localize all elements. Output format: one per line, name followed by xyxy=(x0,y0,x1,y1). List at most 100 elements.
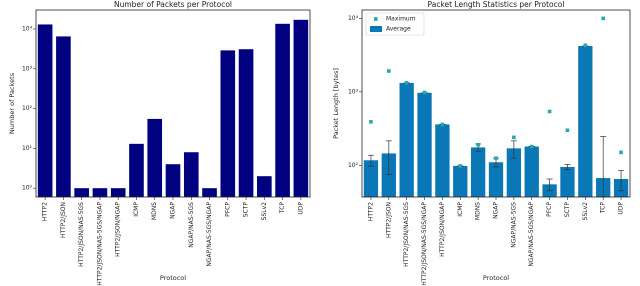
legend-label: Average xyxy=(386,26,411,33)
legend-swatch xyxy=(370,26,382,32)
max-marker xyxy=(422,90,427,95)
max-marker xyxy=(387,69,391,73)
bar xyxy=(506,148,522,197)
bar xyxy=(92,188,108,197)
plot-frame xyxy=(35,9,311,198)
x-tick-label: NGAP/NAS-5GS/NGAP xyxy=(528,202,535,267)
y-tick-label: 10³ xyxy=(348,88,359,95)
x-tick-label: MDNS xyxy=(151,202,158,220)
y-axis-label: Number of Packets xyxy=(8,72,16,134)
max-marker xyxy=(547,109,552,114)
error-bar xyxy=(385,140,392,175)
chart-panel: Number of Packets per Protocol Protocol Nu… xyxy=(8,0,311,286)
x-tick-label: TCP xyxy=(600,202,607,215)
x-axis-label: Protocol xyxy=(483,274,509,282)
bar xyxy=(183,152,199,197)
x-tick-label: HTTP2/JSON xyxy=(385,202,392,238)
x-tick-label: ICMP xyxy=(457,202,464,217)
x-tick-label: UDP xyxy=(618,202,625,215)
error-bar xyxy=(510,140,517,159)
y-tick-label: 10² xyxy=(22,105,33,112)
error-bar xyxy=(546,178,553,192)
x-tick-label: UDP xyxy=(297,202,304,215)
bar xyxy=(399,82,414,197)
x-tick-label: MDNS xyxy=(475,202,482,220)
error-bar xyxy=(564,163,571,171)
max-marker xyxy=(404,80,409,85)
x-tick-label: SSLv2 xyxy=(261,202,268,221)
x-tick-label: HTTP2/JSON/NAS-5GS xyxy=(403,202,410,267)
x-tick-label: HTTP2/JSON/NGAP xyxy=(439,202,446,257)
x-tick-label: HTTP2 xyxy=(42,202,49,221)
x-tick-label: SSLv2 xyxy=(582,202,589,221)
bar xyxy=(202,188,217,197)
x-axis-label: Protocol xyxy=(160,274,186,282)
bar xyxy=(56,36,71,198)
bar xyxy=(453,165,468,197)
bar xyxy=(417,92,432,197)
bar xyxy=(220,50,236,197)
y-tick-label: 10³ xyxy=(22,65,33,72)
x-tick-label: PFCP xyxy=(546,202,553,217)
y-tick-label: 10² xyxy=(348,162,359,169)
chart-panel: Packet Length Statistics per Protocol Pro… xyxy=(332,0,631,286)
y-tick-label: 10⁴ xyxy=(348,15,359,22)
bar xyxy=(560,166,575,197)
max-marker xyxy=(476,143,480,147)
max-marker xyxy=(440,122,445,127)
max-marker xyxy=(494,156,498,160)
bar xyxy=(37,24,53,198)
y-tick-label: 10¹ xyxy=(22,145,33,152)
bar xyxy=(110,188,126,197)
bar xyxy=(524,146,539,197)
x-tick-label: SCTP xyxy=(564,202,571,218)
max-marker xyxy=(529,144,534,149)
x-tick-label: NGAP/NAS-5GS/NGAP xyxy=(206,202,213,267)
y-axis-label: Packet Length [bytes] xyxy=(332,68,340,139)
max-marker xyxy=(619,150,623,155)
max-marker xyxy=(565,128,570,133)
legend-swatch xyxy=(374,17,378,21)
error-bar xyxy=(367,154,374,167)
x-tick-label: ICMP xyxy=(133,202,140,217)
y-tick-label: 10⁰ xyxy=(22,185,33,192)
x-tick-label: HTTP2/JSON/NAS-5GS/NGAP xyxy=(421,202,428,286)
bar xyxy=(129,143,144,197)
x-tick-label: HTTP2/JSON xyxy=(60,202,67,238)
bar xyxy=(275,23,290,198)
bar xyxy=(165,164,181,197)
x-tick-label: HTTP2/JSON/NAS-5GS xyxy=(78,202,85,267)
max-marker xyxy=(601,16,605,21)
max-marker xyxy=(458,164,463,168)
x-tick-label: HTTP2 xyxy=(367,202,374,221)
error-bar xyxy=(618,170,625,192)
plot-frame xyxy=(361,9,631,198)
x-tick-label: HTTP2/JSON/NAS-5GS/NGAP xyxy=(96,202,103,286)
bar xyxy=(238,49,254,197)
x-tick-label: SCTP xyxy=(243,202,250,218)
x-tick-label: NGAP/NAS-5GS xyxy=(188,202,195,248)
y-tick-label: 10⁴ xyxy=(22,25,33,32)
max-marker xyxy=(369,120,373,124)
bar xyxy=(470,147,486,197)
bar xyxy=(74,188,89,197)
max-marker xyxy=(583,43,588,48)
x-tick-label: TCP xyxy=(279,202,286,215)
bar xyxy=(147,118,163,197)
bar xyxy=(578,46,593,198)
x-tick-label: HTTP2/JSON/NGAP xyxy=(115,202,122,257)
bar xyxy=(435,124,450,197)
x-tick-label: NGAP/NAS-5GS xyxy=(510,202,517,248)
x-tick-label: NGAP xyxy=(170,202,177,219)
chart-title: Packet Length Statistics per Protocol xyxy=(428,0,565,9)
max-marker xyxy=(512,135,516,140)
bar xyxy=(363,160,379,197)
legend-label: Maximum xyxy=(386,16,416,23)
bar xyxy=(257,176,272,197)
bar xyxy=(293,19,309,198)
x-tick-label: PFCP xyxy=(224,202,231,217)
chart-title: Number of Packets per Protocol xyxy=(114,0,232,9)
bar xyxy=(488,162,504,197)
x-tick-label: NGAP xyxy=(493,202,500,219)
